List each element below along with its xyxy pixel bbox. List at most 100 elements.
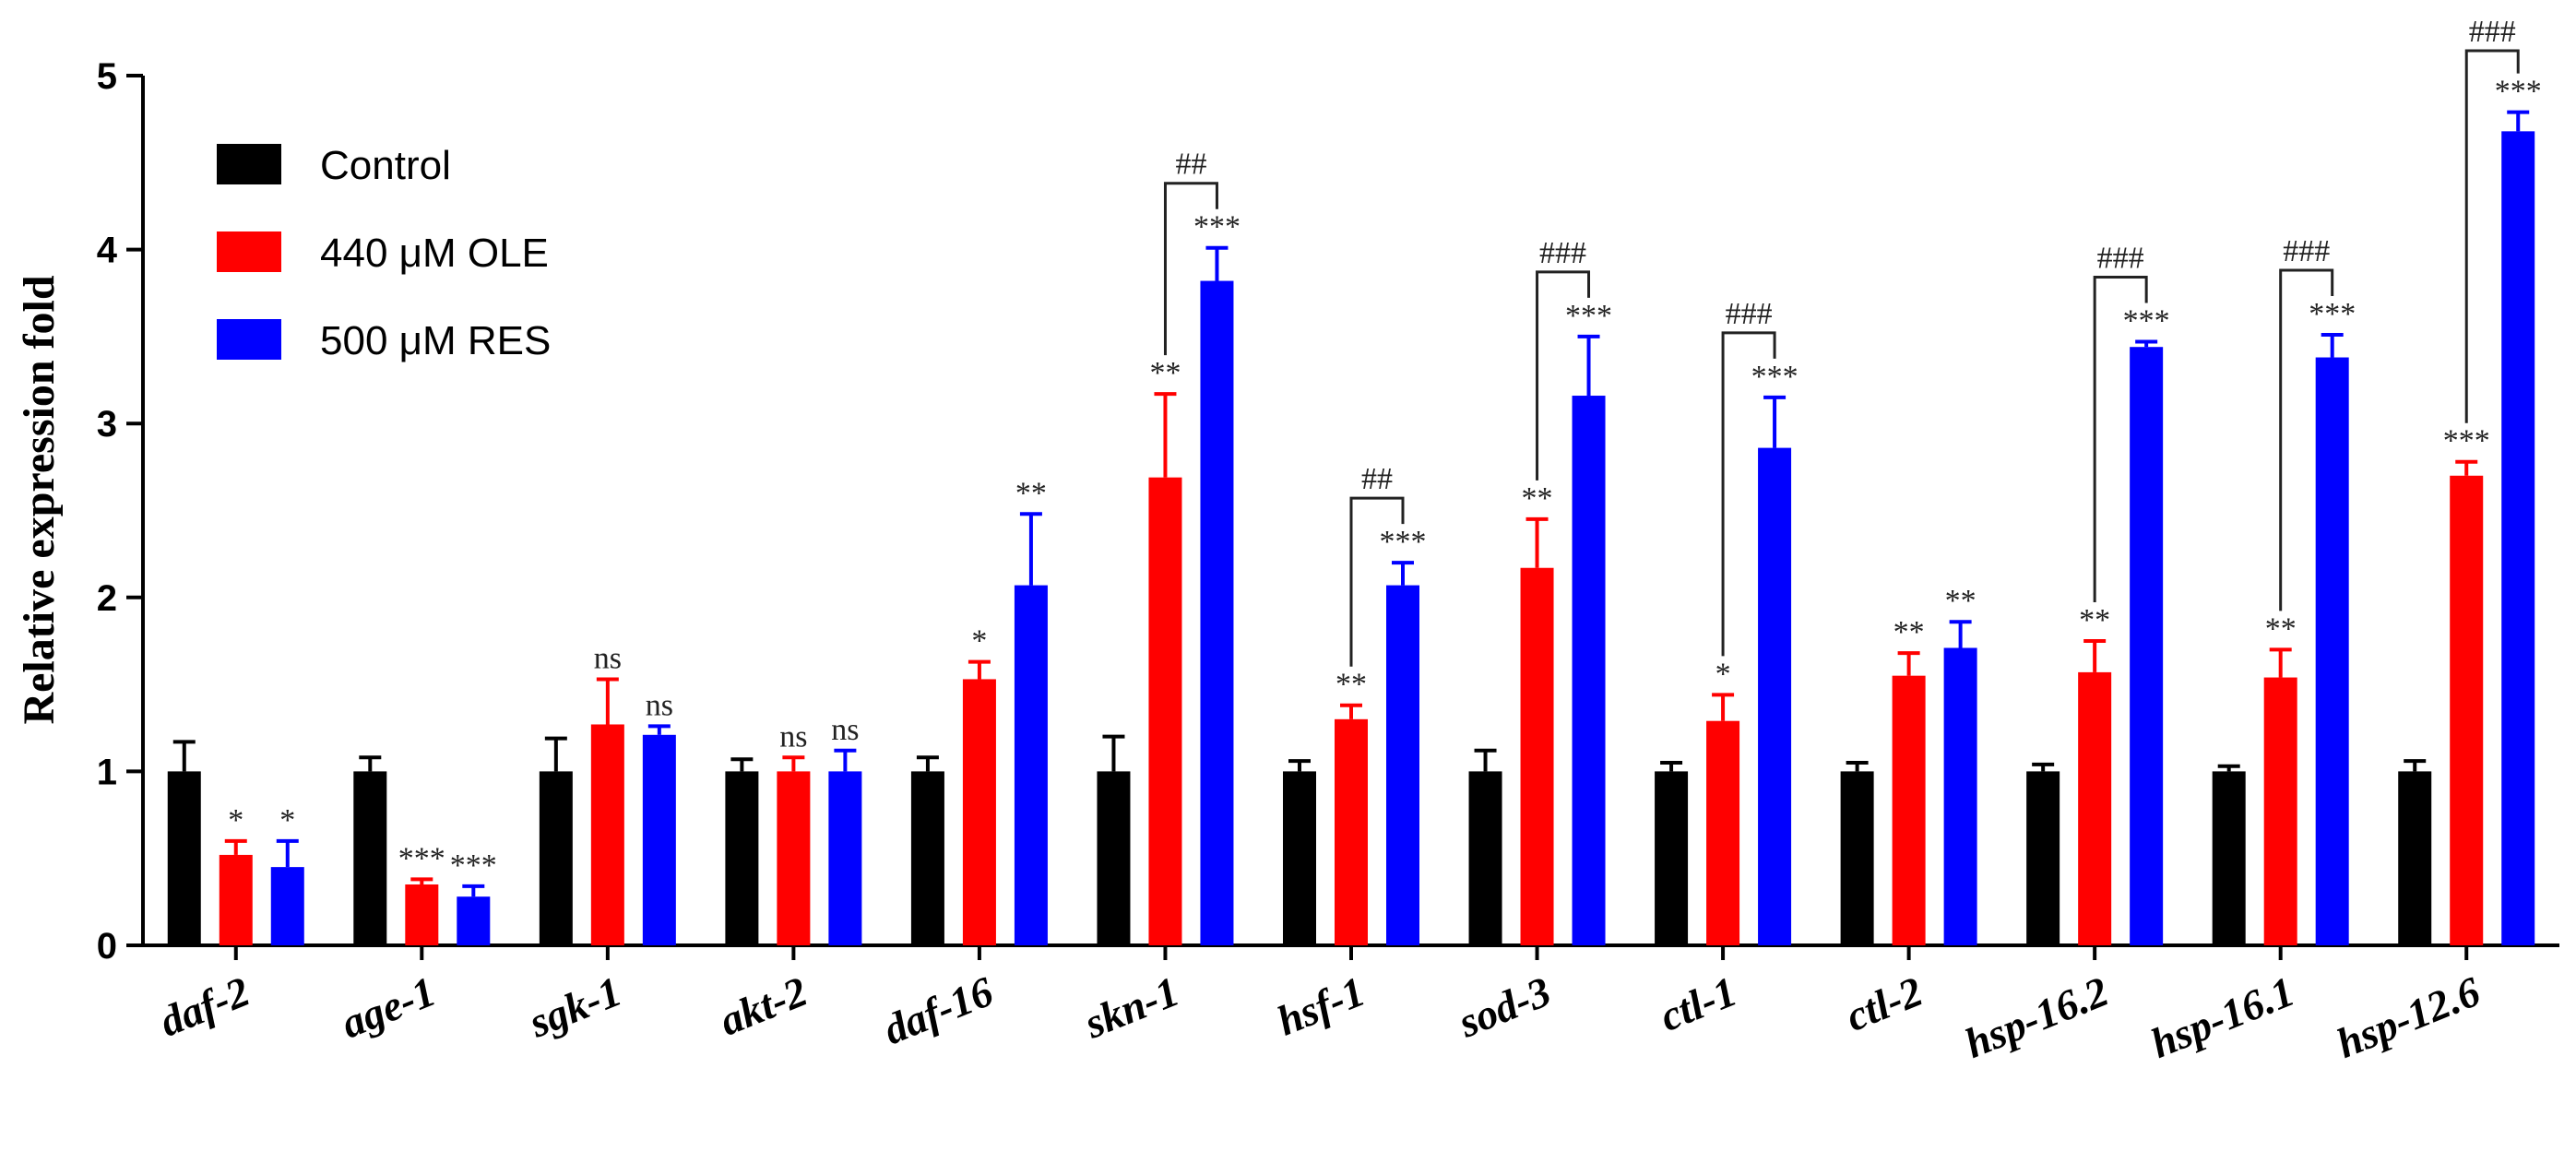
legend-swatch bbox=[217, 319, 281, 360]
bar bbox=[1655, 771, 1689, 945]
significance-label: ** bbox=[1522, 481, 1553, 516]
y-tick-label: 1 bbox=[97, 752, 117, 792]
y-tick-label: 0 bbox=[97, 926, 117, 967]
x-tick-label: daf-2 bbox=[153, 967, 255, 1046]
bar bbox=[1572, 396, 1606, 945]
significance-label: *** bbox=[1751, 360, 1798, 394]
bar bbox=[353, 771, 387, 945]
comparison-label: ## bbox=[1361, 462, 1393, 496]
significance-label: * bbox=[228, 803, 243, 837]
significance-label: * bbox=[1715, 657, 1731, 691]
bar bbox=[777, 771, 811, 945]
significance-label: ns bbox=[646, 688, 673, 722]
comparison-bracket bbox=[2093, 276, 2148, 602]
legend-swatch bbox=[217, 144, 281, 184]
bar bbox=[1200, 280, 1234, 946]
significance-label: * bbox=[971, 624, 987, 659]
bar bbox=[2501, 131, 2535, 946]
bar bbox=[219, 854, 253, 945]
bar bbox=[1097, 771, 1131, 945]
significance-label: *** bbox=[1565, 299, 1612, 333]
legend-label: 440 μM OLE bbox=[320, 231, 549, 276]
bar bbox=[910, 771, 944, 945]
comparison-label: ### bbox=[2283, 234, 2330, 268]
x-tick-label: hsp-12.6 bbox=[2330, 967, 2487, 1067]
bar bbox=[167, 771, 201, 945]
bar bbox=[1840, 771, 1874, 945]
bar bbox=[962, 679, 996, 945]
significance-label: *** bbox=[1380, 525, 1427, 559]
x-tick-label: ctl-2 bbox=[1839, 967, 1929, 1040]
bar bbox=[725, 771, 759, 945]
significance-label: *** bbox=[450, 848, 497, 883]
bar bbox=[1520, 567, 1554, 945]
significance-label: ** bbox=[1015, 476, 1047, 510]
significance-label: ** bbox=[1335, 668, 1367, 702]
x-tick-label: hsp-16.1 bbox=[2144, 967, 2301, 1067]
bar bbox=[2078, 671, 2112, 945]
comparison-bracket bbox=[1721, 331, 1776, 657]
bar bbox=[2026, 771, 2060, 945]
y-tick-label: 2 bbox=[97, 578, 117, 619]
bar bbox=[1892, 675, 1926, 945]
bar bbox=[1706, 720, 1740, 945]
significance-label: ** bbox=[2265, 611, 2297, 646]
bar bbox=[1014, 585, 1048, 945]
x-tick-label: hsp-16.2 bbox=[1958, 967, 2115, 1067]
legend-label: 500 μM RES bbox=[320, 318, 551, 363]
x-tick-label: age-1 bbox=[335, 967, 442, 1048]
bar bbox=[1758, 447, 1792, 945]
x-tick-label: daf-16 bbox=[877, 967, 1000, 1053]
legend-swatch bbox=[217, 231, 281, 272]
y-tick-label: 4 bbox=[97, 231, 118, 271]
significance-label: ns bbox=[594, 641, 622, 675]
comparison-label: ### bbox=[2097, 242, 2144, 276]
significance-label: ns bbox=[831, 713, 859, 747]
significance-label: *** bbox=[2123, 304, 2170, 338]
bar bbox=[2212, 771, 2246, 945]
significance-label: ** bbox=[1893, 615, 1925, 649]
significance-label: *** bbox=[398, 841, 445, 875]
bar bbox=[1943, 647, 1977, 945]
bar bbox=[2130, 347, 2164, 945]
significance-label: ** bbox=[2079, 603, 2110, 637]
significance-label: ns bbox=[779, 719, 807, 753]
significance-label: ** bbox=[1945, 584, 1977, 618]
x-tick-label: sod-3 bbox=[1451, 967, 1557, 1047]
bar bbox=[2315, 357, 2349, 946]
legend: Control 440 μM OLE 500 μM RES bbox=[217, 143, 551, 363]
bar bbox=[1283, 771, 1316, 945]
comparison-bracket bbox=[1349, 496, 1405, 667]
comparison-bracket bbox=[1536, 270, 1591, 481]
legend-label: Control bbox=[320, 143, 451, 188]
bar bbox=[828, 771, 862, 945]
significance-label: *** bbox=[2309, 297, 2356, 331]
bar bbox=[2398, 771, 2432, 945]
comparison-bracket bbox=[2464, 49, 2520, 423]
y-tick-label: 3 bbox=[97, 404, 117, 445]
x-tick-label: ctl-1 bbox=[1654, 967, 1743, 1040]
comparison-label: ### bbox=[1726, 297, 1773, 331]
bar bbox=[405, 884, 439, 945]
significance-label: *** bbox=[1193, 210, 1241, 244]
y-axis-label: Relative expression fold bbox=[15, 275, 64, 724]
bar bbox=[1386, 585, 1419, 945]
y-tick-label: 5 bbox=[97, 56, 117, 97]
x-tick-label: akt-2 bbox=[713, 967, 813, 1045]
significance-label: * bbox=[279, 803, 295, 837]
comparison-bracket bbox=[1163, 182, 1218, 356]
comparison-label: ### bbox=[1539, 236, 1586, 270]
bar bbox=[642, 734, 676, 945]
significance-label: *** bbox=[2495, 75, 2542, 109]
bar bbox=[1148, 477, 1182, 945]
comparison-bracket bbox=[2279, 268, 2334, 611]
bar bbox=[270, 867, 304, 945]
bar bbox=[457, 896, 491, 945]
bar bbox=[539, 771, 573, 945]
bar bbox=[590, 724, 624, 945]
bar bbox=[2263, 677, 2297, 945]
x-tick-label: hsf-1 bbox=[1271, 967, 1371, 1045]
comparison-label: ## bbox=[1175, 148, 1206, 182]
